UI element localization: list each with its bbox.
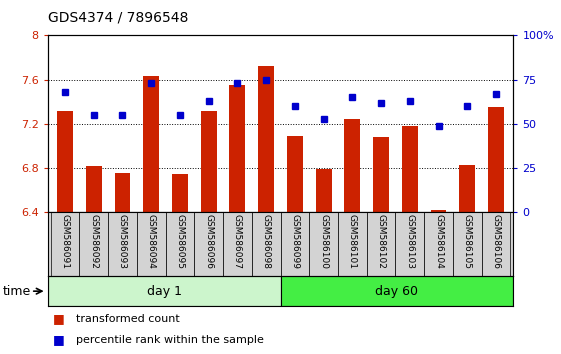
Text: ■: ■ <box>53 312 65 325</box>
Bar <box>223 212 252 276</box>
Text: time: time <box>3 285 31 298</box>
Bar <box>57 110 73 212</box>
Text: day 1: day 1 <box>146 285 182 298</box>
Bar <box>367 212 396 276</box>
Text: GSM586091: GSM586091 <box>61 214 70 269</box>
Bar <box>252 212 280 276</box>
Bar <box>488 107 504 212</box>
Bar <box>309 212 338 276</box>
Bar <box>48 276 280 306</box>
Text: day 60: day 60 <box>375 285 419 298</box>
Text: GSM586102: GSM586102 <box>376 214 385 269</box>
Bar <box>137 212 165 276</box>
Text: GSM586098: GSM586098 <box>261 214 270 269</box>
Text: GSM586095: GSM586095 <box>176 214 185 269</box>
Text: GSM586100: GSM586100 <box>319 214 328 269</box>
Text: GSM586105: GSM586105 <box>463 214 472 269</box>
Text: transformed count: transformed count <box>76 314 180 324</box>
Text: GSM586099: GSM586099 <box>291 214 300 269</box>
Bar <box>431 210 447 212</box>
Bar <box>373 137 389 212</box>
Text: GSM586103: GSM586103 <box>406 214 415 269</box>
Text: GSM586096: GSM586096 <box>204 214 213 269</box>
Bar <box>143 76 159 212</box>
Bar <box>402 126 418 212</box>
Text: GSM586094: GSM586094 <box>146 214 155 269</box>
Bar <box>280 276 513 306</box>
Text: GDS4374 / 7896548: GDS4374 / 7896548 <box>48 11 188 25</box>
Bar <box>165 212 194 276</box>
Text: GSM586104: GSM586104 <box>434 214 443 269</box>
Bar <box>453 212 482 276</box>
Bar <box>280 212 309 276</box>
Text: GSM586097: GSM586097 <box>233 214 242 269</box>
Text: GSM586093: GSM586093 <box>118 214 127 269</box>
Bar <box>338 212 367 276</box>
Text: GSM586106: GSM586106 <box>491 214 500 269</box>
Text: GSM586101: GSM586101 <box>348 214 357 269</box>
Bar <box>459 165 475 212</box>
Bar <box>172 174 188 212</box>
Text: ■: ■ <box>53 333 65 346</box>
Bar <box>201 110 217 212</box>
Bar <box>86 166 102 212</box>
Bar <box>229 85 245 212</box>
Bar <box>258 66 274 212</box>
Text: percentile rank within the sample: percentile rank within the sample <box>76 335 264 345</box>
Bar <box>50 212 79 276</box>
Bar <box>287 136 303 212</box>
Text: GSM586092: GSM586092 <box>89 214 98 269</box>
Bar <box>194 212 223 276</box>
Bar <box>424 212 453 276</box>
Bar <box>114 172 130 212</box>
Bar <box>316 169 332 212</box>
Bar <box>344 119 360 212</box>
Bar <box>482 212 511 276</box>
Bar <box>108 212 137 276</box>
Bar <box>79 212 108 276</box>
Bar <box>396 212 424 276</box>
